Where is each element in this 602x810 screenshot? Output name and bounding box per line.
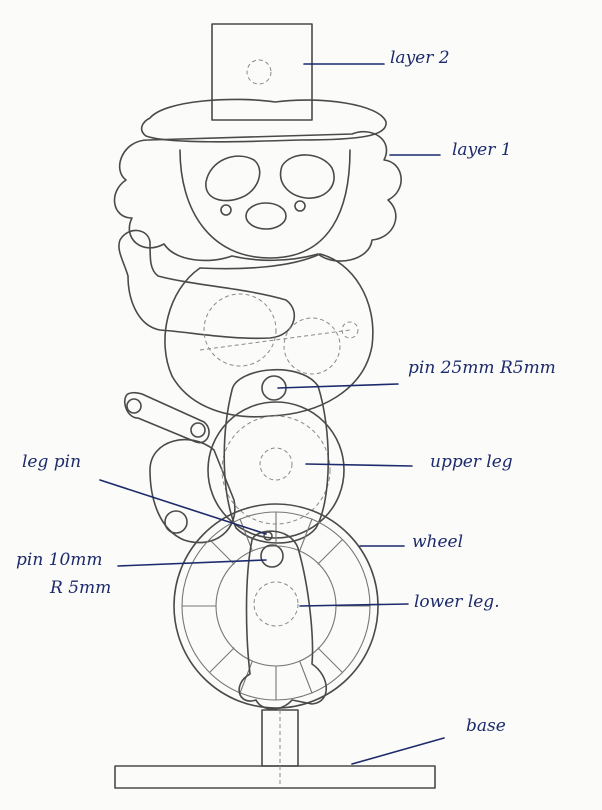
wheel (173, 503, 379, 709)
crank-link (123, 391, 210, 444)
right-cheek-dot (294, 200, 306, 212)
left-cheek-dot (220, 204, 232, 216)
lever-pivot (164, 510, 188, 534)
upper-leg (223, 368, 330, 544)
rear-lever (149, 438, 236, 544)
label-layer-2: layer 2 (390, 48, 450, 68)
hat-brim (140, 98, 387, 143)
left-eye (205, 155, 261, 202)
label-pin-25mm: pin 25mm R5mm (408, 358, 556, 378)
label-lower-leg: lower leg. (414, 592, 500, 612)
label-wheel: wheel (412, 532, 464, 552)
label-leg-pin: leg pin (22, 452, 82, 472)
base-stand (114, 709, 436, 789)
pin-10mm (260, 544, 284, 568)
leg-pin (263, 531, 273, 541)
clown-body (164, 253, 374, 418)
label-upper-leg: upper leg (430, 452, 513, 472)
clown-face (179, 149, 351, 259)
upper-leg-hole (259, 447, 293, 481)
leader-lines (99, 63, 445, 765)
clown-arm (118, 229, 296, 340)
clown-nose (245, 202, 287, 230)
hub-gear (253, 581, 299, 627)
label-base: base (466, 716, 506, 736)
label-layer-1: layer 1 (452, 140, 512, 160)
right-eye (279, 154, 335, 199)
label-pin-10mm: pin 10mm (16, 550, 103, 570)
hat-layer-2 (211, 23, 313, 121)
hidden-gear-body (199, 293, 359, 375)
clown-hair (113, 130, 402, 262)
label-pin-10mm-radius: R 5mm (50, 578, 112, 598)
lower-leg (238, 530, 327, 710)
